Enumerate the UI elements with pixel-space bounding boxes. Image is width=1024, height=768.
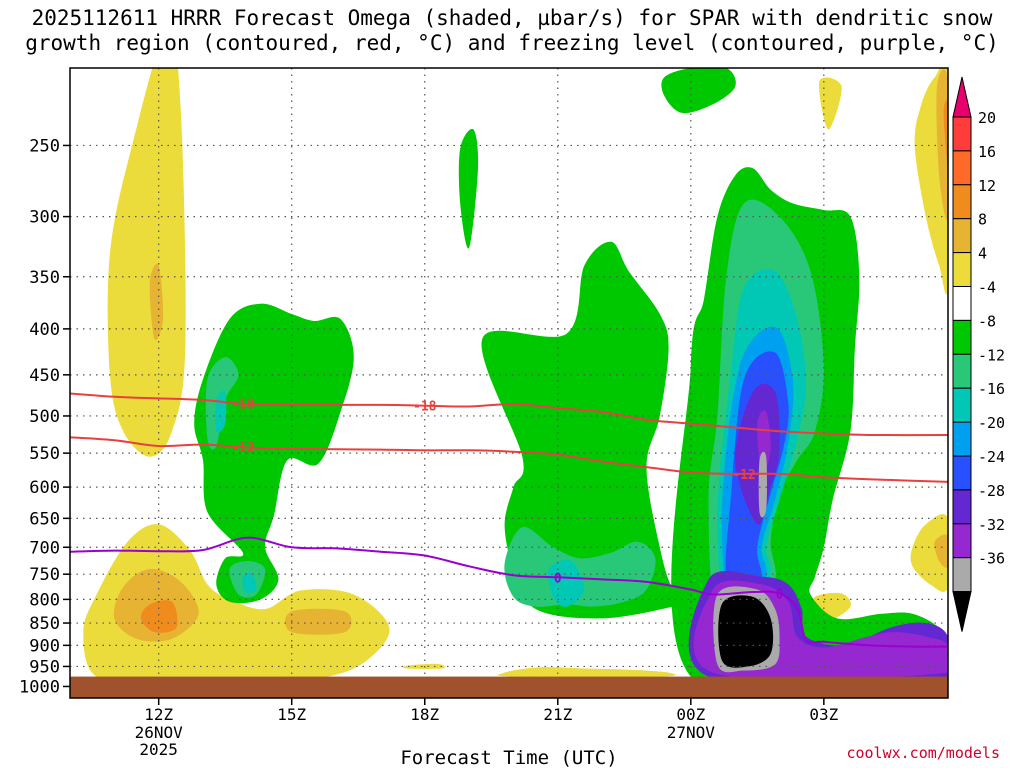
- contour-label: 0: [554, 571, 562, 586]
- omega-region-13: [910, 514, 948, 592]
- x-tick-year: 2025: [139, 740, 178, 759]
- omega-region-7: [402, 663, 445, 669]
- colorbar-tick-label: 4: [978, 245, 987, 263]
- colorbar-swatch: [952, 557, 972, 593]
- y-tick-label: 500: [29, 407, 60, 427]
- omega-region-6: [497, 667, 676, 678]
- x-tick-label: 15Z: [277, 705, 306, 724]
- colorbar-tick-label: -32: [978, 516, 1005, 534]
- y-tick-label: 700: [29, 538, 60, 558]
- colorbar-top-arrow: [952, 76, 972, 118]
- y-tick-label: 1000: [19, 677, 60, 697]
- x-tick-date: 27NOV: [667, 723, 716, 742]
- x-axis-label: Forecast Time (UTC): [400, 747, 617, 768]
- colorbar-swatch: [952, 150, 972, 186]
- colorbar-swatch: [952, 489, 972, 525]
- y-tick-label: 950: [29, 657, 60, 677]
- y-tick-label: 350: [29, 268, 60, 288]
- chart-title: 2025112611 HRRR Forecast Omega (shaded, …: [0, 6, 1024, 56]
- colorbar-tick-label: -24: [978, 448, 1005, 466]
- colorbar-tick-label: 20: [978, 109, 996, 127]
- colorbar-tick-label: -20: [978, 414, 1005, 432]
- omega-region-4: [285, 608, 352, 635]
- colorbar-swatch: [952, 184, 972, 220]
- colorbar: 20 16 12 8 4 -4 -8 -12 -16 -20 -24 -28 -32 -36: [952, 76, 1005, 632]
- plot-frame: [69, 67, 949, 699]
- colorbar-swatch: [952, 387, 972, 423]
- colorbar-swatch: [952, 116, 972, 152]
- title-line-1: 2025112611 HRRR Forecast Omega (shaded, …: [31, 6, 993, 30]
- grid-lines: [70, 68, 948, 677]
- colorbar-swatch: [952, 286, 972, 321]
- y-tick-label: 600: [29, 478, 60, 498]
- omega-region-36: [718, 595, 774, 668]
- ground-surface: [70, 676, 948, 698]
- y-tick-label: 450: [29, 366, 60, 386]
- omega-region-24: [661, 68, 736, 114]
- omega-region-15: [194, 303, 354, 604]
- omega-region-14: [934, 534, 948, 568]
- omega-region-20: [458, 128, 479, 249]
- contour-line--18: [70, 392, 948, 437]
- omega-region-19: [242, 572, 257, 593]
- y-tick-label: 550: [29, 444, 60, 464]
- omega-region-1: [149, 263, 164, 341]
- colorbar-swatch: [952, 455, 972, 491]
- omega-region-5: [140, 600, 178, 633]
- contour-line--12: [70, 436, 948, 483]
- y-tick-label: 400: [29, 320, 60, 340]
- x-tick-label: 21Z: [543, 705, 572, 724]
- colorbar-tick-label: -8: [978, 312, 996, 330]
- colorbar-swatch: [952, 252, 972, 288]
- x-tick-label: 00Z: [676, 705, 705, 724]
- y-axis-ticks: 2503003504004505005506006507007508008509…: [19, 136, 70, 697]
- omega-region-0: [107, 68, 186, 457]
- colorbar-tick-label: -16: [978, 380, 1005, 398]
- y-tick-label: 800: [29, 590, 60, 610]
- contour-label: -12: [231, 441, 254, 456]
- omega-region-30: [735, 383, 780, 525]
- x-tick-date: 26NOV: [135, 723, 184, 742]
- credit-text: coolwx.com/models: [846, 744, 1000, 762]
- y-tick-label: 250: [29, 136, 60, 156]
- contour-label: -18: [413, 400, 437, 415]
- contour-lines: -18 -18 -12 -12 0 0: [70, 392, 948, 648]
- omega-region-21: [481, 241, 691, 619]
- contour-label: 0: [776, 587, 784, 602]
- colorbar-swatch: [952, 319, 972, 355]
- x-tick-label: 12Z: [144, 705, 173, 724]
- omega-region-22: [504, 527, 656, 607]
- y-tick-label: 850: [29, 614, 60, 634]
- x-tick-label: 18Z: [410, 705, 439, 724]
- colorbar-tick-label: 12: [978, 177, 996, 195]
- colorbar-swatch: [952, 523, 972, 559]
- y-tick-label: 650: [29, 509, 60, 529]
- colorbar-swatch: [952, 218, 972, 254]
- contour-label: -18: [231, 398, 255, 413]
- omega-region-32: [758, 451, 768, 518]
- contour-line-0: [70, 536, 948, 648]
- title-line-2: growth region (contoured, red, °C) and f…: [25, 31, 999, 55]
- y-tick-label: 750: [29, 565, 60, 585]
- y-tick-label: 900: [29, 636, 60, 656]
- omega-region-23: [547, 559, 585, 607]
- colorbar-tick-label: 8: [978, 211, 987, 229]
- y-tick-label: 300: [29, 208, 60, 228]
- colorbar-swatch: [952, 353, 972, 389]
- colorbar-bottom-arrow: [952, 591, 972, 632]
- colorbar-tick-label: -28: [978, 482, 1005, 500]
- colorbar-swatch: [952, 421, 972, 457]
- colorbar-tick-label: -36: [978, 550, 1005, 568]
- contour-label: -12: [732, 468, 755, 483]
- colorbar-tick-label: 16: [978, 143, 996, 161]
- omega-region-12: [943, 100, 948, 169]
- colorbar-tick-label: -12: [978, 346, 1005, 364]
- omega-region-9: [818, 77, 842, 130]
- x-tick-label: 03Z: [809, 705, 838, 724]
- colorbar-tick-label: -4: [978, 279, 996, 297]
